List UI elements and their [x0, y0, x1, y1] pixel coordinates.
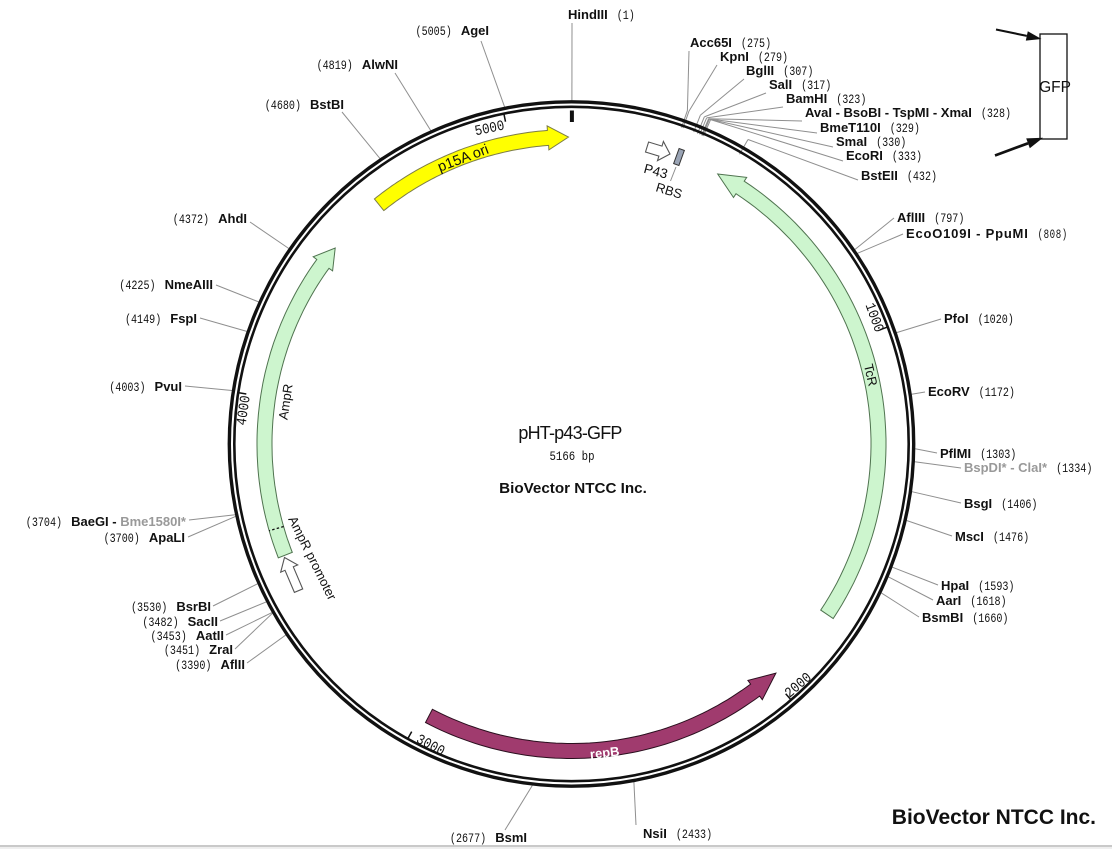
svg-text:GFP: GFP — [1039, 79, 1071, 96]
svg-text:BioVector NTCC Inc.: BioVector NTCC Inc. — [499, 480, 647, 497]
svg-text:(3451)ZraI: (3451)ZraI — [164, 642, 233, 658]
svg-text:repB: repB — [589, 744, 620, 762]
svg-text:(3704)BaeGI - Bme1580I*: (3704)BaeGI - Bme1580I* — [26, 514, 187, 530]
svg-text:AarI(1618): AarI(1618) — [936, 593, 1007, 609]
svg-text:BsgI(1406): BsgI(1406) — [964, 496, 1037, 512]
svg-text:AvaI - BsoBI - TspMI - XmaI(32: AvaI - BsoBI - TspMI - XmaI(328) — [805, 105, 1011, 121]
svg-text:pHT-p43-GFP: pHT-p43-GFP — [518, 423, 622, 443]
svg-text:(4225)NmeAIII: (4225)NmeAIII — [119, 277, 213, 293]
svg-text:BioVector NTCC Inc.: BioVector NTCC Inc. — [892, 806, 1096, 829]
svg-text:BspDI* - ClaI*(1334): BspDI* - ClaI*(1334) — [964, 460, 1092, 476]
svg-text:NsiI(2433): NsiI(2433) — [643, 826, 712, 842]
svg-text:HpaI(1593): HpaI(1593) — [941, 578, 1014, 594]
svg-text:MscI(1476): MscI(1476) — [955, 529, 1029, 545]
svg-text:5166 bp: 5166 bp — [550, 449, 595, 464]
svg-text:(4149)FspI: (4149)FspI — [125, 311, 197, 327]
svg-text:HindIII(1): HindIII(1) — [568, 7, 635, 23]
svg-text:EcoO109I - PpuMI(808): EcoO109I - PpuMI(808) — [906, 226, 1068, 242]
svg-text:(3390)AflII: (3390)AflII — [175, 657, 245, 673]
svg-text:BmeT110I(329): BmeT110I(329) — [820, 120, 920, 136]
svg-text:PfoI(1020): PfoI(1020) — [944, 311, 1014, 327]
